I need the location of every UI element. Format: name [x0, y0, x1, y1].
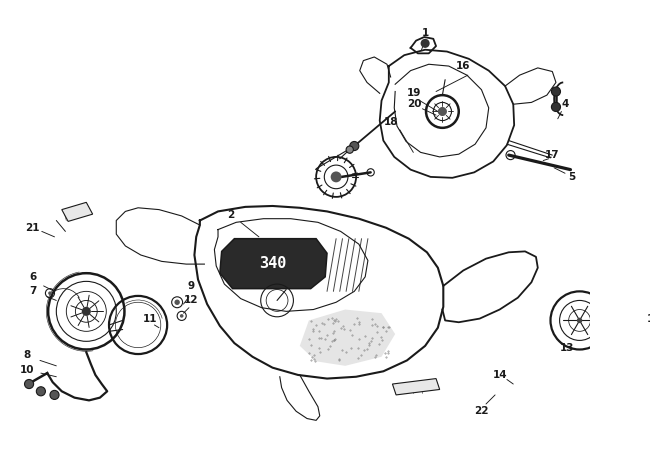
- Text: 15: 15: [647, 313, 650, 324]
- Circle shape: [331, 171, 341, 182]
- Text: 2: 2: [227, 210, 235, 220]
- Circle shape: [350, 142, 359, 151]
- Text: 8: 8: [23, 350, 31, 360]
- Text: 18: 18: [384, 117, 398, 127]
- Circle shape: [180, 314, 183, 318]
- Text: 20: 20: [407, 99, 421, 109]
- Text: 4: 4: [562, 99, 569, 109]
- Circle shape: [577, 318, 582, 323]
- Polygon shape: [220, 239, 327, 289]
- Text: 7: 7: [29, 286, 36, 296]
- Circle shape: [25, 379, 34, 389]
- Text: 13: 13: [560, 343, 574, 353]
- Text: 19: 19: [407, 88, 421, 98]
- Circle shape: [36, 387, 46, 396]
- Text: 12: 12: [183, 295, 198, 305]
- Polygon shape: [300, 309, 395, 366]
- Text: 22: 22: [474, 406, 489, 416]
- Text: 10: 10: [20, 365, 34, 375]
- Circle shape: [50, 391, 59, 400]
- Circle shape: [48, 291, 52, 295]
- Circle shape: [421, 39, 430, 48]
- Circle shape: [551, 87, 560, 96]
- Text: 5: 5: [569, 172, 576, 182]
- Text: 16: 16: [456, 61, 471, 71]
- Text: 21: 21: [25, 223, 40, 233]
- Polygon shape: [62, 202, 93, 221]
- Text: 340: 340: [259, 256, 286, 271]
- Text: 9: 9: [187, 281, 194, 291]
- Text: 17: 17: [545, 150, 560, 160]
- Circle shape: [346, 146, 354, 153]
- Text: 11: 11: [142, 313, 157, 324]
- Circle shape: [551, 102, 560, 111]
- Polygon shape: [393, 378, 439, 395]
- Text: 1: 1: [421, 28, 429, 38]
- Circle shape: [174, 299, 180, 305]
- Circle shape: [615, 311, 624, 320]
- Circle shape: [82, 307, 91, 316]
- Text: 14: 14: [492, 370, 507, 380]
- Circle shape: [438, 107, 447, 116]
- Text: 6: 6: [29, 272, 36, 282]
